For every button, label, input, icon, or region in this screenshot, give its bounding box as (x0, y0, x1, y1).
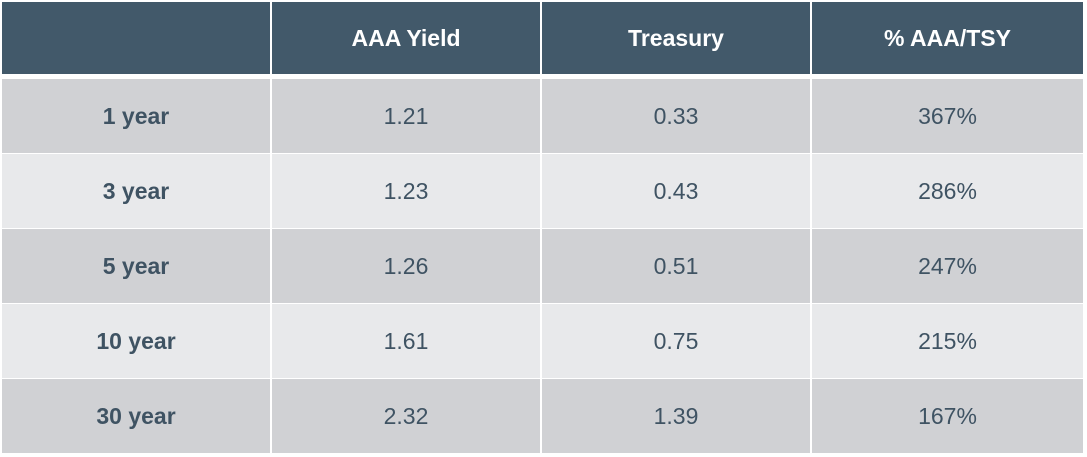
row-ratio-cell: 286% (812, 154, 1083, 229)
row-ratio-cell: 167% (812, 379, 1083, 454)
header-cell-ratio: % AAA/TSY (812, 2, 1083, 74)
header-row: AAA Yield Treasury % AAA/TSY (2, 2, 1083, 74)
table-row: 30 year 2.32 1.39 167% (2, 379, 1083, 454)
row-treasury-cell: 0.51 (542, 229, 812, 304)
row-aaa-yield-cell: 1.23 (272, 154, 542, 229)
row-aaa-yield-cell: 1.61 (272, 304, 542, 379)
row-ratio-cell: 367% (812, 79, 1083, 154)
table-row: 10 year 1.61 0.75 215% (2, 304, 1083, 379)
table-row: 3 year 1.23 0.43 286% (2, 154, 1083, 229)
row-treasury-cell: 0.33 (542, 79, 812, 154)
row-term-cell: 10 year (2, 304, 272, 379)
header-cell-aaa-yield: AAA Yield (272, 2, 542, 74)
row-term-cell: 30 year (2, 379, 272, 454)
header-cell-term (2, 2, 272, 74)
row-ratio-cell: 247% (812, 229, 1083, 304)
row-term-cell: 3 year (2, 154, 272, 229)
row-treasury-cell: 0.43 (542, 154, 812, 229)
header-cell-treasury: Treasury (542, 2, 812, 74)
header-spacer (2, 74, 1083, 79)
row-term-cell: 1 year (2, 79, 272, 154)
row-term-cell: 5 year (2, 229, 272, 304)
row-treasury-cell: 0.75 (542, 304, 812, 379)
header-spacer-cell (2, 74, 1083, 79)
table-body: 1 year 1.21 0.33 367% 3 year 1.23 0.43 2… (2, 74, 1083, 454)
row-ratio-cell: 215% (812, 304, 1083, 379)
row-aaa-yield-cell: 2.32 (272, 379, 542, 454)
table-row: 5 year 1.26 0.51 247% (2, 229, 1083, 304)
row-treasury-cell: 1.39 (542, 379, 812, 454)
row-aaa-yield-cell: 1.26 (272, 229, 542, 304)
table-header: AAA Yield Treasury % AAA/TSY (2, 2, 1083, 74)
row-aaa-yield-cell: 1.21 (272, 79, 542, 154)
table-row: 1 year 1.21 0.33 367% (2, 79, 1083, 154)
